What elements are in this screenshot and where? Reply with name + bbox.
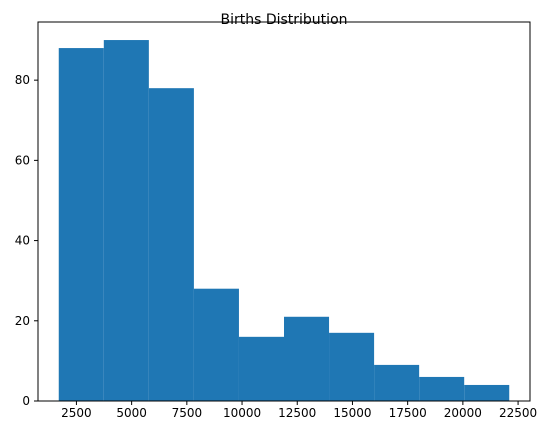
x-axis-tick-label: 15000 <box>333 406 371 420</box>
bars-group <box>58 40 510 402</box>
histogram-bar <box>464 384 510 401</box>
y-axis-tick-label: 80 <box>15 73 30 87</box>
plot-frame <box>37 21 531 402</box>
x-axis-tick-label: 22500 <box>499 406 537 420</box>
histogram-bar <box>238 336 284 401</box>
histogram-bar <box>419 376 465 401</box>
histogram-bar <box>284 316 330 401</box>
x-axis-tick-label: 10000 <box>223 406 261 420</box>
y-axis-tick-label: 0 <box>22 394 30 408</box>
histogram-bar <box>193 288 239 401</box>
x-axis: 2500 5000 7500 10000 12500 15000 17500 20000 225… <box>61 401 537 420</box>
x-axis-tick-label: 17500 <box>389 406 427 420</box>
x-axis-tick-label: 7500 <box>172 406 203 420</box>
x-axis-tick-label: 20000 <box>444 406 482 420</box>
histogram-bar <box>329 332 375 401</box>
histogram-bar <box>148 88 194 401</box>
x-axis-tick-label: 5000 <box>116 406 147 420</box>
y-axis: 0 20 40 60 80 <box>15 73 38 408</box>
x-axis-tick-label: 2500 <box>61 406 92 420</box>
histogram-bar <box>374 364 420 401</box>
y-axis-tick-label: 20 <box>15 314 30 328</box>
x-axis-tick-label: 12500 <box>278 406 316 420</box>
histogram-bar <box>58 48 104 401</box>
chart-title: Births Distribution <box>220 12 347 28</box>
histogram-bar <box>103 40 149 402</box>
y-axis-tick-label: 60 <box>15 153 30 167</box>
y-axis-tick-label: 40 <box>15 234 30 248</box>
